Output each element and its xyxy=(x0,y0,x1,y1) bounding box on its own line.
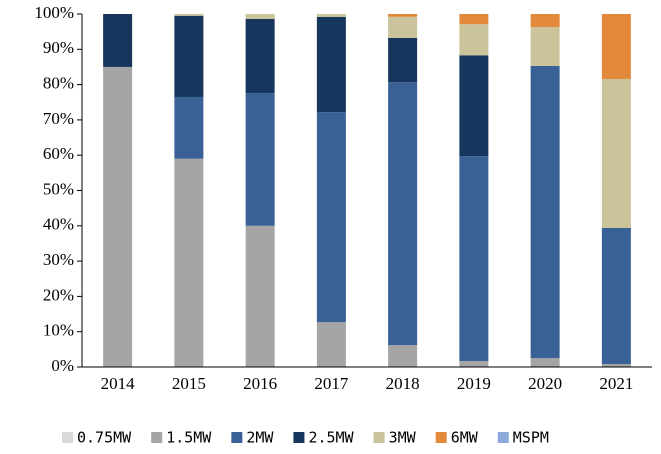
bar-segment xyxy=(245,14,275,19)
y-tick-label: 30% xyxy=(43,250,74,269)
bar-segment xyxy=(174,14,204,16)
legend-swatch xyxy=(293,432,305,443)
y-tick-label: 70% xyxy=(43,109,74,128)
x-tick-label: 2016 xyxy=(243,374,277,393)
bar-segment xyxy=(316,112,346,323)
y-tick-label: 90% xyxy=(43,38,74,57)
x-tick-label: 2014 xyxy=(101,374,136,393)
bar-segment xyxy=(601,78,631,228)
x-tick-label: 2020 xyxy=(528,374,562,393)
bar-segment xyxy=(388,345,418,367)
bar-segment xyxy=(459,55,489,157)
bar-segment xyxy=(388,82,418,346)
bar-segment xyxy=(601,14,631,79)
bar-segment xyxy=(530,14,560,28)
bar-segment xyxy=(174,158,204,367)
bar-segment xyxy=(245,225,275,367)
y-tick-label: 50% xyxy=(43,179,74,198)
bar-segment xyxy=(459,24,489,56)
bar-segment xyxy=(459,360,489,367)
y-tick-label: 80% xyxy=(43,74,74,93)
bar-segment xyxy=(388,14,418,17)
y-tick-label: 0% xyxy=(51,356,74,375)
y-tick-label: 10% xyxy=(43,321,74,340)
bar-segment xyxy=(459,14,489,25)
legend-label: 3MW xyxy=(389,429,417,447)
bar-segment xyxy=(174,96,204,159)
bar-segment xyxy=(316,322,346,367)
x-tick-label: 2017 xyxy=(314,374,349,393)
legend-label: 1.5MW xyxy=(166,429,212,447)
bar-segment xyxy=(388,16,418,39)
bar-segment xyxy=(601,227,631,365)
bar-segment xyxy=(316,14,346,17)
legend-swatch xyxy=(62,432,73,443)
bar-segment xyxy=(459,156,489,361)
bar-segment xyxy=(530,27,560,66)
bar-segment xyxy=(103,14,133,67)
bar-segment xyxy=(388,38,418,83)
bar-segment xyxy=(530,358,560,367)
legend-swatch xyxy=(373,432,385,443)
x-tick-label: 2021 xyxy=(599,374,633,393)
legend-label: MSPM xyxy=(513,429,549,447)
legend-label: 0.75MW xyxy=(77,429,132,447)
y-tick-label: 100% xyxy=(34,3,74,22)
legend-swatch xyxy=(497,432,509,443)
bar-segment xyxy=(174,15,204,97)
bar-segment xyxy=(316,16,346,113)
legend-label: 2.5MW xyxy=(308,429,354,447)
legend-label: 2MW xyxy=(246,429,274,447)
y-tick-label: 40% xyxy=(43,215,74,234)
legend-swatch xyxy=(435,432,447,443)
bar-segment xyxy=(103,66,133,367)
y-tick-label: 60% xyxy=(43,144,74,163)
x-tick-label: 2015 xyxy=(172,374,206,393)
legend-swatch xyxy=(231,432,243,443)
bar-segment xyxy=(530,65,560,359)
y-tick-label: 20% xyxy=(43,285,74,304)
bar-segment xyxy=(245,18,275,94)
legend-label: 6MW xyxy=(451,429,479,447)
bar-segment xyxy=(601,364,631,367)
x-tick-label: 2019 xyxy=(457,374,491,393)
legend-swatch xyxy=(151,432,163,443)
x-tick-label: 2018 xyxy=(386,374,420,393)
bar-segment xyxy=(245,93,275,226)
